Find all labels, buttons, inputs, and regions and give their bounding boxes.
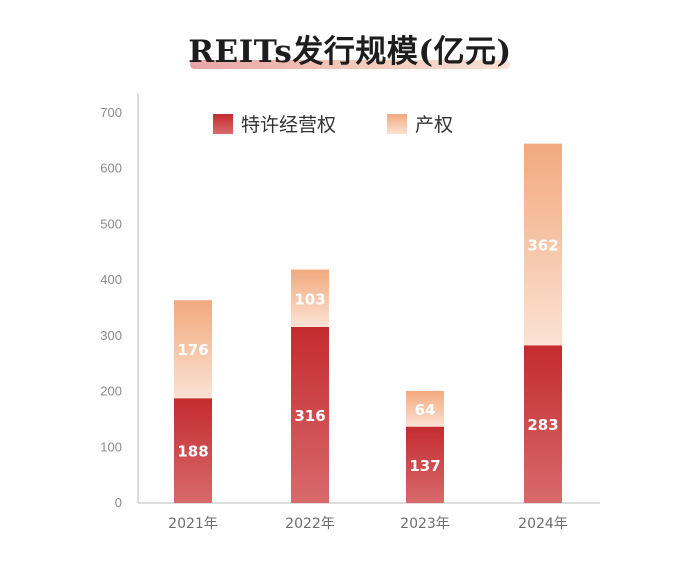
y-tick-label: 700	[100, 105, 122, 120]
x-tick-label: 2022年	[285, 516, 335, 532]
data-label: 188	[177, 443, 208, 461]
y-tick-label: 600	[100, 161, 122, 176]
legend-swatch	[387, 114, 407, 134]
y-tick-label: 300	[100, 328, 122, 343]
title-highlight	[190, 60, 510, 69]
data-label: 283	[527, 416, 558, 434]
data-label: 362	[527, 236, 558, 254]
bar-segment	[174, 398, 212, 503]
bar-segment	[524, 345, 562, 503]
data-label: 316	[294, 407, 325, 425]
data-label: 176	[177, 341, 208, 359]
y-tick-label: 500	[100, 216, 122, 231]
data-label: 64	[415, 401, 436, 419]
legend-swatch	[213, 114, 233, 134]
bar-segment	[291, 269, 329, 327]
bar-segment	[524, 143, 562, 346]
chart-title-block: REITs发行规模(亿元)	[0, 22, 700, 72]
legend-label: 特许经营权	[241, 114, 336, 136]
x-tick-label: 2024年	[518, 516, 568, 532]
y-tick-label: 0	[115, 495, 122, 510]
bar-segment	[406, 426, 444, 503]
x-tick-label: 2021年	[168, 516, 218, 532]
y-tick-label: 100	[100, 439, 122, 454]
x-tick-label: 2023年	[400, 516, 450, 532]
legend-label: 产权	[415, 114, 453, 136]
bar-segment	[174, 300, 212, 399]
y-tick-label: 400	[100, 272, 122, 287]
bar-segment	[291, 326, 329, 503]
y-tick-label: 200	[100, 384, 122, 399]
data-label: 137	[409, 457, 440, 475]
chart-title: REITs发行规模(亿元)	[188, 34, 512, 70]
data-label: 103	[294, 290, 325, 308]
bar-segment	[406, 391, 444, 427]
